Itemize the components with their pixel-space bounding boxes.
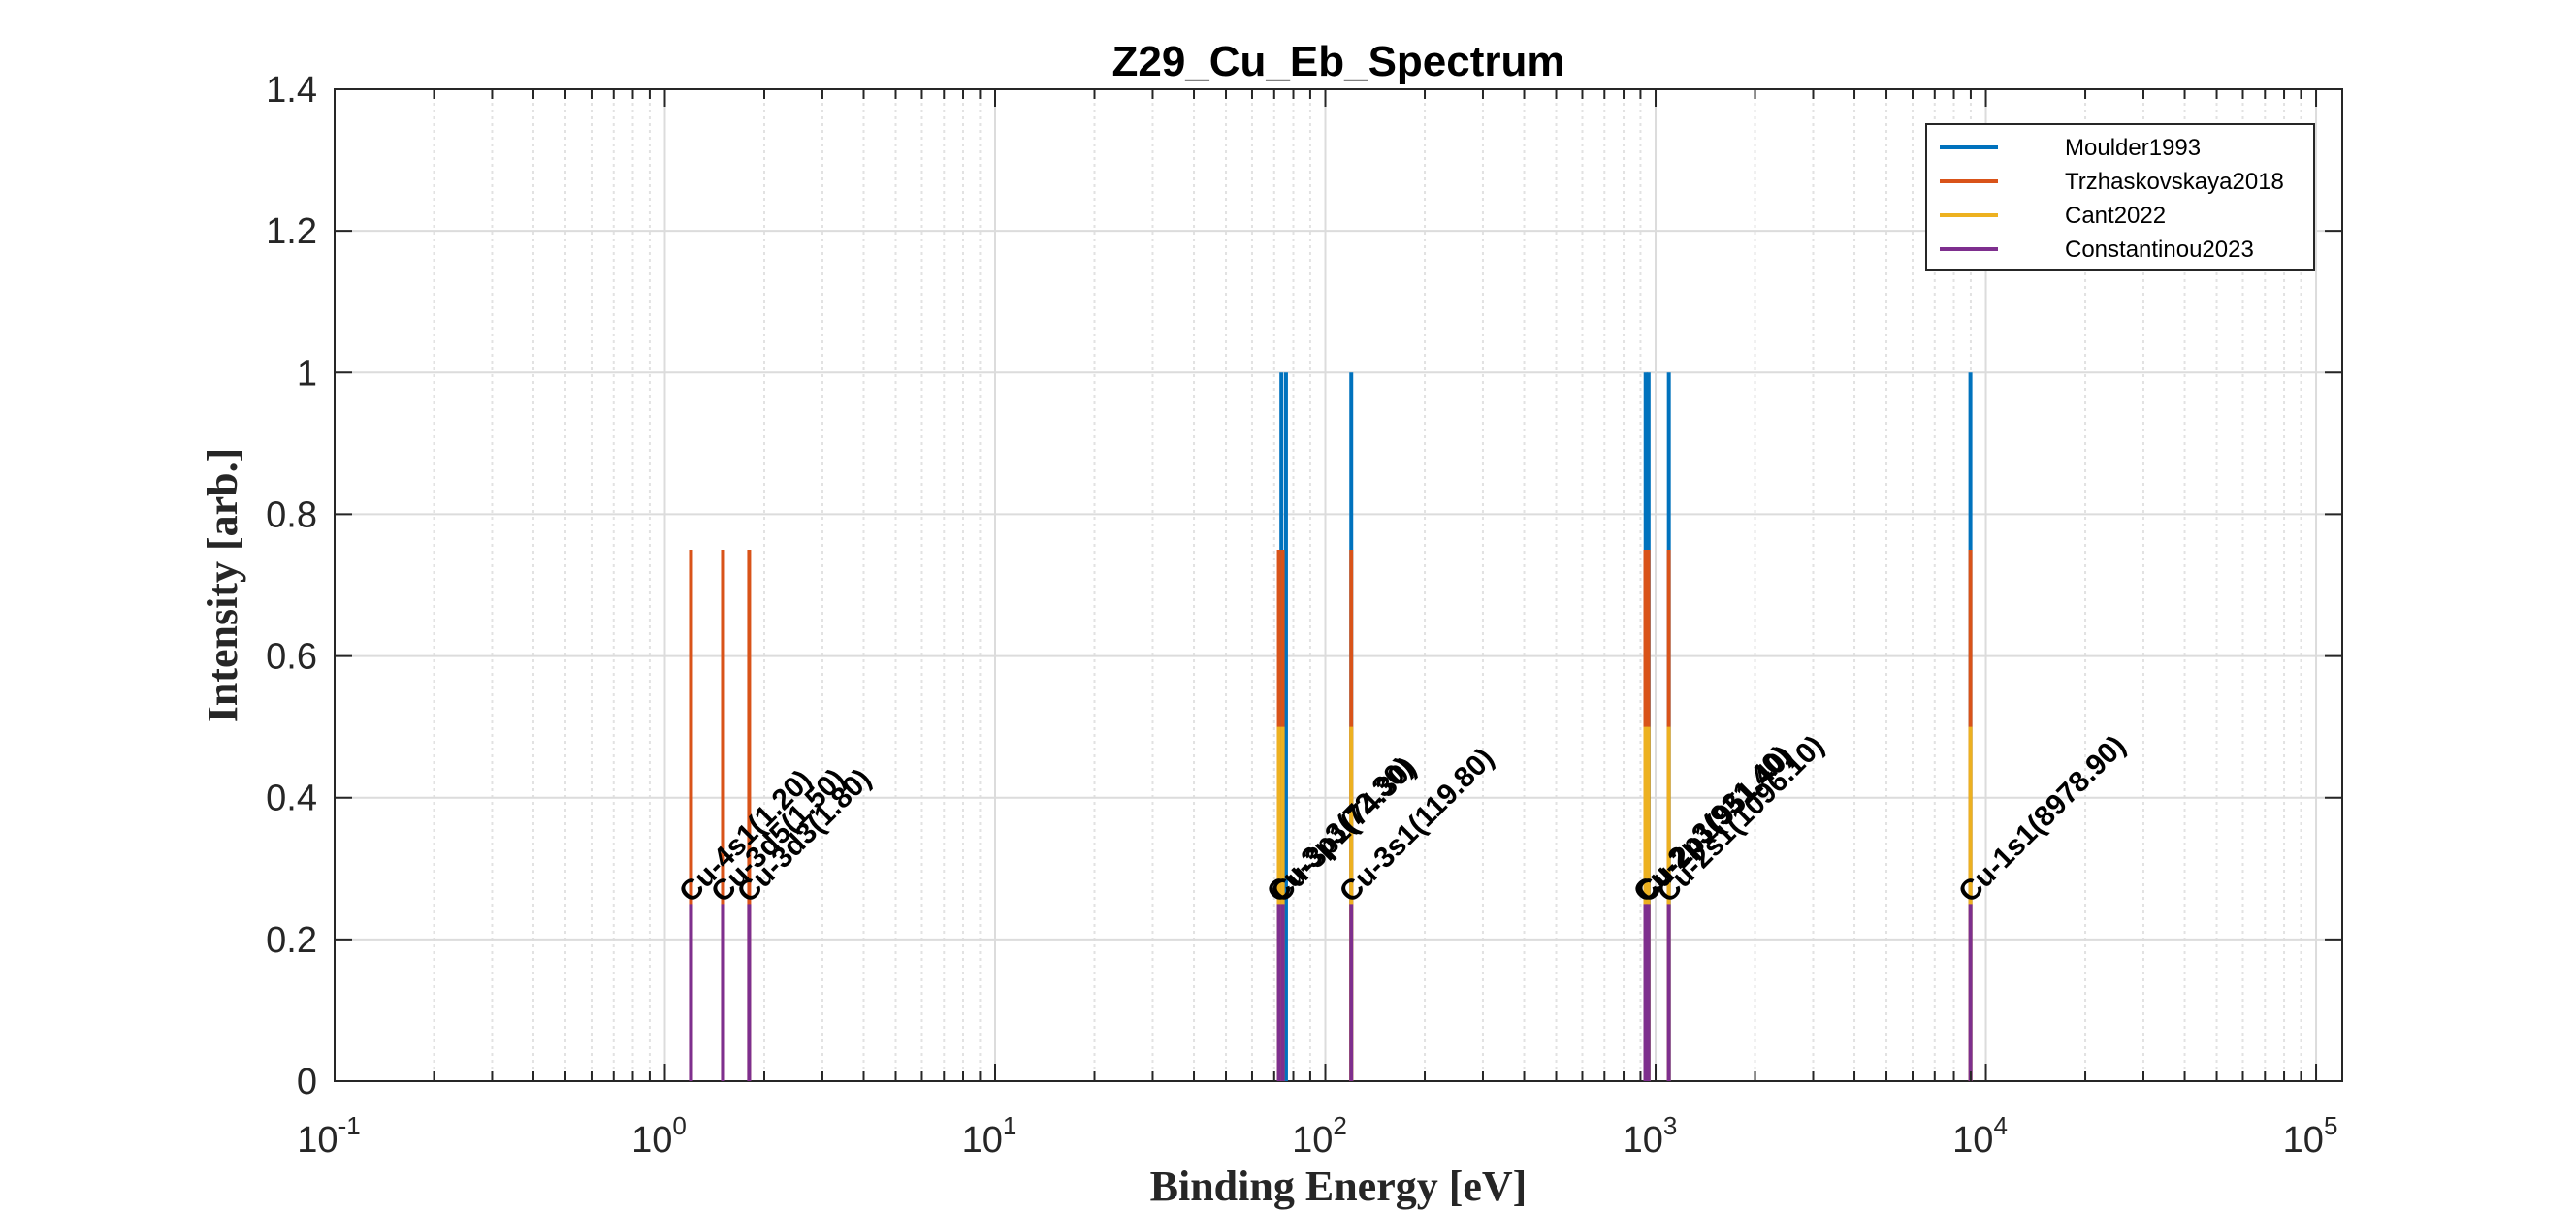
y-tick-label: 0	[297, 1062, 317, 1102]
y-tick-label: 1.2	[266, 211, 317, 252]
x-tick-label: 105	[2283, 1111, 2338, 1161]
peak-label: Cu-1s1(8978.90)	[1952, 729, 2132, 909]
x-tick-label: 103	[1623, 1111, 1678, 1161]
x-axis-label: Binding Energy [eV]	[1150, 1163, 1528, 1210]
y-tick-label: 0.8	[266, 494, 317, 535]
chart-title: Z29_Cu_Eb_Spectrum	[1111, 38, 1564, 85]
y-tick-label: 0.6	[266, 637, 317, 678]
x-tick-label: 101	[962, 1111, 1017, 1161]
legend[interactable]: Moulder1993 Trzhaskovskaya2018 Cant2022 Con…	[1925, 123, 2315, 271]
legend-entry[interactable]: Constantinou2023	[2065, 237, 2254, 263]
axes: 10-1 100 101 102 103 104 105 0 0.2 0.4 0.6 0.8 1 1.2 1…	[266, 70, 2342, 1161]
spectrum-bars	[689, 372, 1973, 1081]
x-tick-label: 100	[631, 1111, 687, 1161]
y-tick-label: 1	[297, 353, 317, 394]
y-tick-label: 1.4	[266, 70, 317, 111]
legend-entry[interactable]: Moulder1993	[2065, 135, 2201, 161]
x-tick-label: 10-1	[297, 1111, 360, 1161]
y-tick-label: 0.4	[266, 779, 317, 819]
y-tick-label: 0.2	[266, 920, 317, 961]
peak-label: Cu-2s1(1096.10)	[1651, 729, 1830, 909]
legend-entry[interactable]: Trzhaskovskaya2018	[2065, 169, 2284, 195]
x-tick-label: 102	[1292, 1111, 1347, 1161]
y-axis-label: Intensity [arb.]	[199, 448, 246, 723]
x-tick-label: 104	[1952, 1111, 2008, 1161]
legend-entry[interactable]: Cant2022	[2065, 203, 2166, 229]
plot-area	[334, 88, 2343, 1082]
